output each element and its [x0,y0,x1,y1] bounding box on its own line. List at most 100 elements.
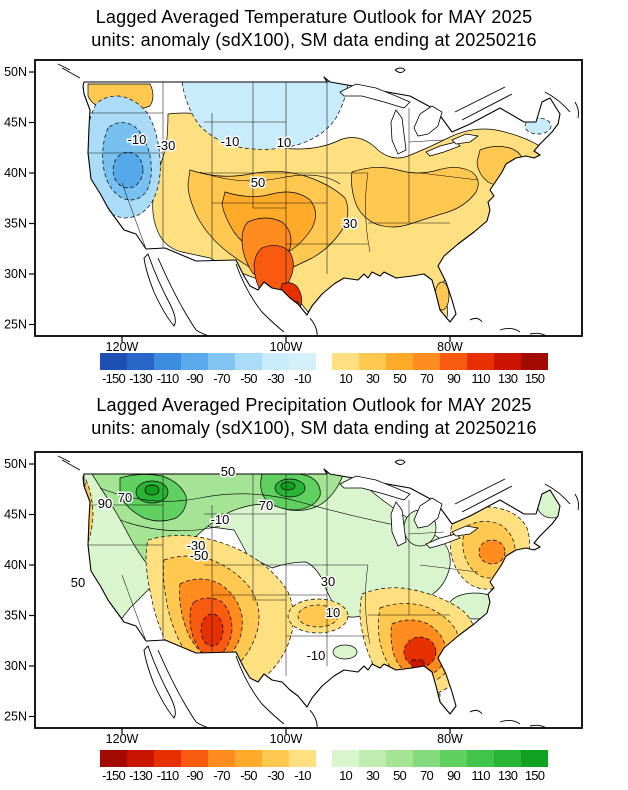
colorbar-cell [208,750,235,767]
latitude-label: 45N [4,116,27,130]
colorbar-gap [316,750,332,767]
colorbar-cell [521,353,548,370]
colorbar-cell [494,353,521,370]
map-frame [34,59,583,337]
colorbar-tick-label: -150 [102,371,126,386]
contour-label: 50 [251,175,265,190]
colorbar-tick-label: -110 [156,768,180,783]
state-borders [88,78,479,284]
colorbar-cell [494,750,521,767]
colorbar-cell [127,353,154,370]
contour-label: 90 [98,496,112,511]
colorbar-tick-label: -110 [156,371,180,386]
colorbar-cell [467,750,494,767]
axis-labels: 50N 45N 40N 35N 30N 25N 120W 100W 80W [4,457,463,746]
colorbar-cell [235,353,262,370]
colorbar-tick-label: -130 [129,768,153,783]
colorbar-cell [154,750,181,767]
colorbar-cell [154,353,181,370]
temperature-title-line2: units: anomaly (sdX100), SM data ending … [91,30,537,50]
colorbar-cell [359,353,386,370]
contour-label: 10 [277,135,291,150]
neighbor-coastlines [57,455,580,729]
longitude-label: 120W [106,732,139,746]
longitude-label: 100W [270,732,303,746]
colorbar-cell [413,353,440,370]
contour-label: 50 [221,464,235,479]
contour-label: -10 [307,648,326,663]
temperature-map: 50N 45N 40N 35N 30N 25N 120W 100W 80W -10 -30 -10 1… [4,59,583,354]
colorbar-tick-label: -30 [267,768,284,783]
precipitation-colorbar: -150 -130 -110 -90 -70 -50 -30 -10 10 30 50 70 90 110… [100,750,548,783]
temperature-colorbar: -150 -130 -110 -90 -70 -50 -30 -10 10 30 50 70 90 110… [100,353,548,386]
colorbar-cell [181,750,208,767]
colorbar-cell [332,353,359,370]
colorbar-label-gap [316,371,332,386]
longitude-label: 80W [437,340,463,354]
contour-labels: -10 -30 -10 10 50 30 [126,131,359,233]
longitude-label: 100W [270,340,303,354]
colorbar-tick-label: 130 [497,768,518,783]
colorbar-tick-label: 150 [524,371,545,386]
colorbar-tick-label: 30 [366,768,380,783]
colorbar-cell [289,750,316,767]
longitude-label: 80W [437,732,463,746]
temperature-title-line1: Lagged Averaged Temperature Outlook for … [95,7,533,27]
precipitation-anomaly-fills [83,471,560,714]
colorbar-cell [413,750,440,767]
colorbar-cell [467,353,494,370]
colorbar-tick-label: -90 [186,371,203,386]
contour-label: -10 [221,134,240,149]
latitude-label: 30N [4,267,27,281]
latitude-label: 35N [4,217,27,231]
colorbar-cell [262,750,289,767]
neighbor-coastlines [57,63,580,337]
colorbar-cell [440,353,467,370]
latitude-label: 50N [4,65,27,79]
contour-label: 30 [321,574,335,589]
contour-label: -30 [157,138,176,153]
temperature-title: Lagged Averaged Temperature Outlook for … [0,6,628,52]
colorbar-cell [359,750,386,767]
colorbar-cell [289,353,316,370]
longitude-label: 120W [106,340,139,354]
colorbar-tick-label: 10 [339,371,353,386]
great-lakes [339,475,479,549]
latitude-label: 40N [4,558,27,572]
colorbar-cell [386,750,413,767]
colorbar-tick-label: -150 [102,768,126,783]
precipitation-map: 50N 45N 40N 35N 30N 25N 120W 100W 80W 90 70 50 70 -1… [4,451,583,746]
precipitation-title: Lagged Averaged Precipitation Outlook fo… [0,394,628,440]
colorbar-cell [100,353,127,370]
contour-label: -10 [128,132,147,147]
contour-label: 70 [118,490,132,505]
precipitation-title-line2: units: anomaly (sdX100), SM data ending … [91,418,537,438]
colorbar-tick-label: -10 [294,371,311,386]
colorbar-tick-label: 10 [339,768,353,783]
great-lakes [339,83,479,157]
contour-labels: 90 70 50 70 -10 -30-50 50 30 10 -10 [69,463,341,665]
us-outline [82,468,561,715]
colorbar-tick-label: 70 [420,768,434,783]
colorbar-tick-label: 30 [366,371,380,386]
latitude-label: 50N [4,457,27,471]
colorbar-tick-label: 90 [447,768,461,783]
colorbar-cell [332,750,359,767]
contour-label: 50 [71,575,85,590]
latitude-label: 25N [4,710,27,724]
contour-label: 30 [343,216,357,231]
precipitation-title-line1: Lagged Averaged Precipitation Outlook fo… [96,395,532,415]
colorbar-cell [440,750,467,767]
colorbar-cell [521,750,548,767]
colorbar-tick-label: 130 [497,371,518,386]
colorbar-cell [208,353,235,370]
colorbar-tick-label: 90 [447,371,461,386]
colorbar-tick-label: 70 [420,371,434,386]
colorbar-tick-label: -70 [213,768,230,783]
colorbar-cell [235,750,262,767]
colorbar-tick-label: 150 [524,768,545,783]
colorbar-tick-label: 50 [393,768,407,783]
colorbar-tick-label: -30 [267,371,284,386]
contour-label: 10 [326,605,340,620]
map-frame [34,451,583,729]
